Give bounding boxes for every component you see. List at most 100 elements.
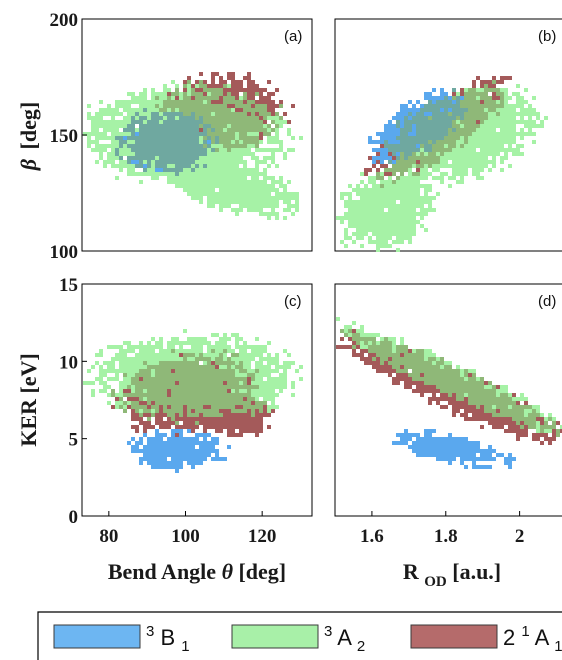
panel-c-heatmap-cell	[239, 373, 243, 377]
panel-d-heatmap-cell	[436, 369, 440, 373]
panel-a-heatmap-cell	[247, 132, 251, 136]
panel-d-heatmap-cell	[512, 401, 516, 405]
panel-c-heatmap-cell	[127, 393, 131, 397]
panel-c-heatmap-cell	[283, 385, 287, 389]
panel-c-heatmap-cell	[179, 437, 183, 441]
panel-c-heatmap-cell	[187, 409, 191, 413]
panel-a-heatmap-cell	[167, 176, 171, 180]
panel-c-heatmap-cell	[215, 377, 219, 381]
panel-c-heatmap-cell	[163, 445, 167, 449]
panel-a-heatmap-cell	[247, 200, 251, 204]
panel-b-heatmap-cell	[416, 184, 420, 188]
panel-c-heatmap-cell	[155, 441, 159, 445]
panel-a-heatmap-cell	[199, 192, 203, 196]
panel-c-heatmap-cell	[215, 349, 219, 353]
panel-d-heatmap-cell	[520, 433, 524, 437]
panel-d-heatmap-cell	[472, 381, 476, 385]
panel-b-heatmap-cell	[528, 124, 532, 128]
panel-c-heatmap-cell	[211, 377, 215, 381]
panel-b-heatmap-cell	[484, 160, 488, 164]
panel-a-heatmap-cell	[271, 140, 275, 144]
panel-d-heatmap-cell	[480, 389, 484, 393]
panel-c-heatmap-cell	[191, 425, 195, 429]
panel-c-heatmap-cell	[175, 465, 179, 469]
panel-c-heatmap-cell	[167, 365, 171, 369]
panel-d-heatmap-cell	[468, 445, 472, 449]
panel-a-heatmap-cell	[155, 92, 159, 96]
panel-d-heatmap-cell	[364, 337, 368, 341]
panel-b-heatmap-cell	[464, 168, 468, 172]
panel-c-heatmap-cell	[219, 421, 223, 425]
panel-c-heatmap-cell	[147, 377, 151, 381]
panel-b-heatmap-cell	[432, 96, 436, 100]
panel-c-heatmap-cell	[171, 401, 175, 405]
panel-d-heatmap-cell	[536, 433, 540, 437]
panel-b-heatmap-cell	[392, 116, 396, 120]
panel-a-heatmap-cell	[211, 88, 215, 92]
panel-d-heatmap-cell	[484, 397, 488, 401]
panel-c-heatmap-cell	[175, 357, 179, 361]
panel-c-heatmap-cell	[247, 353, 251, 357]
panel-a-heatmap-cell	[91, 120, 95, 124]
panel-a-heatmap-cell	[267, 96, 271, 100]
panel-b-heatmap-cell	[508, 148, 512, 152]
panel-d-heatmap-cell	[372, 337, 376, 341]
panel-a-heatmap-cell	[219, 148, 223, 152]
panel-c-heatmap-cell	[123, 385, 127, 389]
panel-b-heatmap-cell	[464, 88, 468, 92]
panel-d-heatmap-cell	[468, 409, 472, 413]
panel-c-heatmap-cell	[251, 385, 255, 389]
panel-b-heatmap-cell	[428, 104, 432, 108]
panel-c-heatmap-cell	[187, 401, 191, 405]
panel-a-heatmap-cell	[279, 140, 283, 144]
panel-b-heatmap-cell	[492, 128, 496, 132]
panel-c-heatmap-cell	[231, 429, 235, 433]
panel-c-heatmap-cell	[143, 353, 147, 357]
panel-a-heatmap-cell	[239, 88, 243, 92]
panel-d-heatmap-cell	[520, 425, 524, 429]
panel-d-heatmap-cell	[536, 417, 540, 421]
panel-c-heatmap-cell	[131, 361, 135, 365]
panel-c-heatmap-cell	[199, 385, 203, 389]
panel-c-heatmap-cell	[199, 397, 203, 401]
panel-b-heatmap-cell	[416, 100, 420, 104]
panel-a-heatmap-cell	[243, 176, 247, 180]
panel-a-heatmap-cell	[135, 100, 139, 104]
panel-b-heatmap-cell	[412, 208, 416, 212]
panel-a-heatmap-cell	[187, 92, 191, 96]
panel-a-heatmap-cell	[275, 132, 279, 136]
panel-d-heatmap-cell	[464, 453, 468, 457]
panel-d-heatmap-cell	[368, 353, 372, 357]
panel-a-heatmap-cell	[247, 80, 251, 84]
panel-a-heatmap-cell	[159, 112, 163, 116]
panel-d-heatmap-cell	[472, 397, 476, 401]
panel-b-heatmap-cell	[420, 144, 424, 148]
panel-c-heatmap-cell	[243, 353, 247, 357]
panel-b-heatmap-cell	[492, 152, 496, 156]
panel-a-heatmap-cell	[191, 172, 195, 176]
panel-b-heatmap-cell	[432, 112, 436, 116]
panel-a-heatmap-cell	[207, 92, 211, 96]
panel-c-heatmap-cell	[235, 341, 239, 345]
panel-b-heatmap-cell	[488, 108, 492, 112]
panel-b-heatmap-cell	[364, 228, 368, 232]
panel-a-heatmap-cell	[107, 108, 111, 112]
panel-b-heatmap-cell	[472, 100, 476, 104]
panel-b-heatmap-cell	[372, 148, 376, 152]
panel-c-heatmap-cell	[199, 393, 203, 397]
panel-b-heatmap-cell	[368, 240, 372, 244]
panel-d-heatmap-cell	[396, 441, 400, 445]
panel-d-heatmap-cell	[472, 449, 476, 453]
panel-b-heatmap-cell	[440, 148, 444, 152]
panel-c-heatmap-cell	[143, 449, 147, 453]
panel-b-heatmap-cell	[436, 100, 440, 104]
panel-c-heatmap-cell	[171, 349, 175, 353]
panel-a-heatmap-cell	[131, 136, 135, 140]
panel-c-heatmap-cell	[203, 397, 207, 401]
panel-c-heatmap-cell	[211, 369, 215, 373]
panel-b-heatmap-cell	[472, 120, 476, 124]
panel-d-heatmap-cell	[464, 409, 468, 413]
panel-d-heatmap-cell	[484, 401, 488, 405]
panel-b-heatmap-cell	[392, 208, 396, 212]
panel-b-heatmap-cell	[456, 136, 460, 140]
